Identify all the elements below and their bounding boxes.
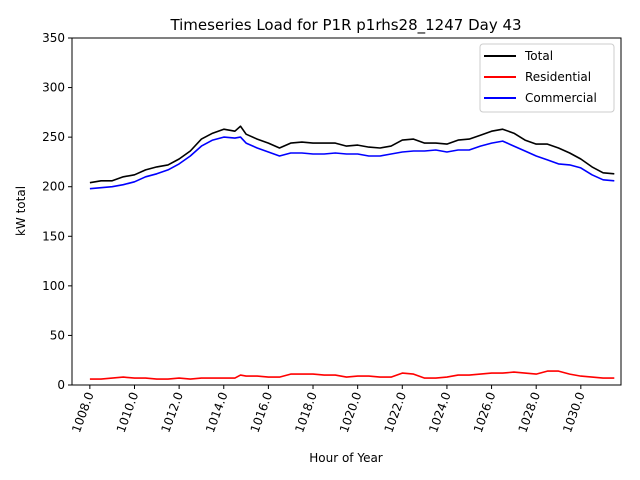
x-tick-label: 1020.0 — [337, 390, 365, 434]
y-tick-label: 0 — [57, 378, 65, 392]
chart-title: Timeseries Load for P1R p1rhs28_1247 Day… — [169, 16, 521, 35]
legend-label-residential: Residential — [525, 70, 591, 84]
series-line-total — [89, 125, 615, 184]
legend: Total Residential Commercial — [479, 43, 615, 113]
y-tick-label: 100 — [42, 279, 65, 293]
series-layer — [89, 125, 615, 380]
y-axis-ticks: 0 50 100 150 200 250 300 350 — [42, 31, 72, 392]
legend-entries: Total Residential Commercial — [484, 49, 597, 105]
x-tick-label: 1018.0 — [292, 390, 320, 434]
y-tick-label: 350 — [42, 31, 65, 45]
series-line-residential — [89, 370, 615, 380]
y-tick-label: 200 — [42, 180, 65, 194]
x-tick-label: 1012.0 — [158, 390, 186, 434]
x-axis-ticks: 1008.0 1010.0 1012.0 1014.0 1016.0 1018.0 1020… — [69, 385, 588, 434]
x-tick-label: 1030.0 — [560, 390, 588, 434]
x-axis-label: Hour of Year — [309, 451, 383, 465]
legend-label-commercial: Commercial — [525, 91, 597, 105]
x-tick-label: 1026.0 — [471, 390, 499, 434]
x-tick-label: 1016.0 — [248, 390, 276, 434]
x-tick-label: 1022.0 — [382, 390, 410, 434]
x-tick-label: 1024.0 — [426, 390, 454, 434]
x-tick-label: 1028.0 — [515, 390, 543, 434]
legend-frame — [479, 43, 615, 113]
y-tick-label: 50 — [50, 328, 65, 342]
plot-frame — [71, 37, 622, 386]
series-line-commercial — [89, 136, 615, 190]
y-tick-label: 250 — [42, 130, 65, 144]
y-axis-label: kW total — [14, 186, 28, 236]
y-tick-label: 300 — [42, 81, 65, 95]
legend-label-total: Total — [524, 49, 553, 63]
x-tick-label: 1014.0 — [203, 390, 231, 434]
y-tick-label: 150 — [42, 229, 65, 243]
x-tick-label: 1010.0 — [114, 390, 142, 434]
x-tick-label: 1008.0 — [69, 390, 97, 434]
